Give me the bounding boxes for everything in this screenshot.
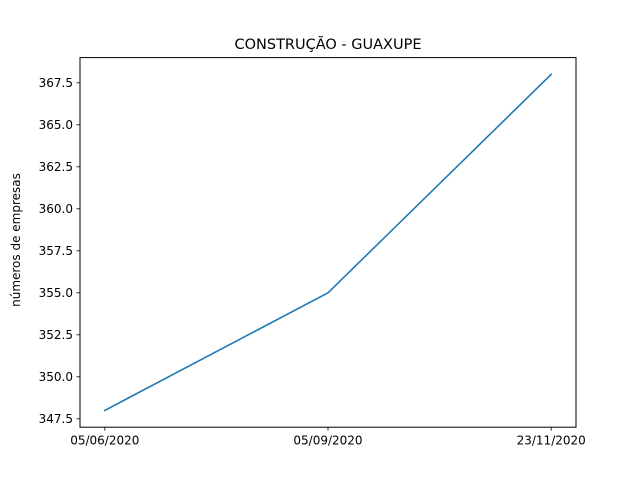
axis-ticks: 05/06/2020 05/09/2020 23/11/2020 347.5 350.0… <box>39 76 586 448</box>
y-tick-label: 347.5 <box>39 412 73 426</box>
y-tick-label: 365.0 <box>39 118 73 132</box>
y-tick-label: 360.0 <box>39 202 73 216</box>
plot-area-frame <box>79 57 577 428</box>
x-tick-label: 05/09/2020 <box>293 434 362 448</box>
y-tick-label: 362.5 <box>39 160 73 174</box>
chart-title: CONSTRUÇÃO - GUAXUPE <box>234 36 421 53</box>
y-tick-label: 355.0 <box>39 286 73 300</box>
x-tick-label: 05/06/2020 <box>70 434 139 448</box>
y-tick-label: 357.5 <box>39 244 73 258</box>
y-tick-label: 350.0 <box>39 370 73 384</box>
y-tick-label: 352.5 <box>39 328 73 342</box>
y-axis-label: números de empresas <box>9 173 23 307</box>
series-layer <box>103 73 553 412</box>
y-tick-label: 367.5 <box>39 76 73 90</box>
x-tick-label: 23/11/2020 <box>517 434 586 448</box>
